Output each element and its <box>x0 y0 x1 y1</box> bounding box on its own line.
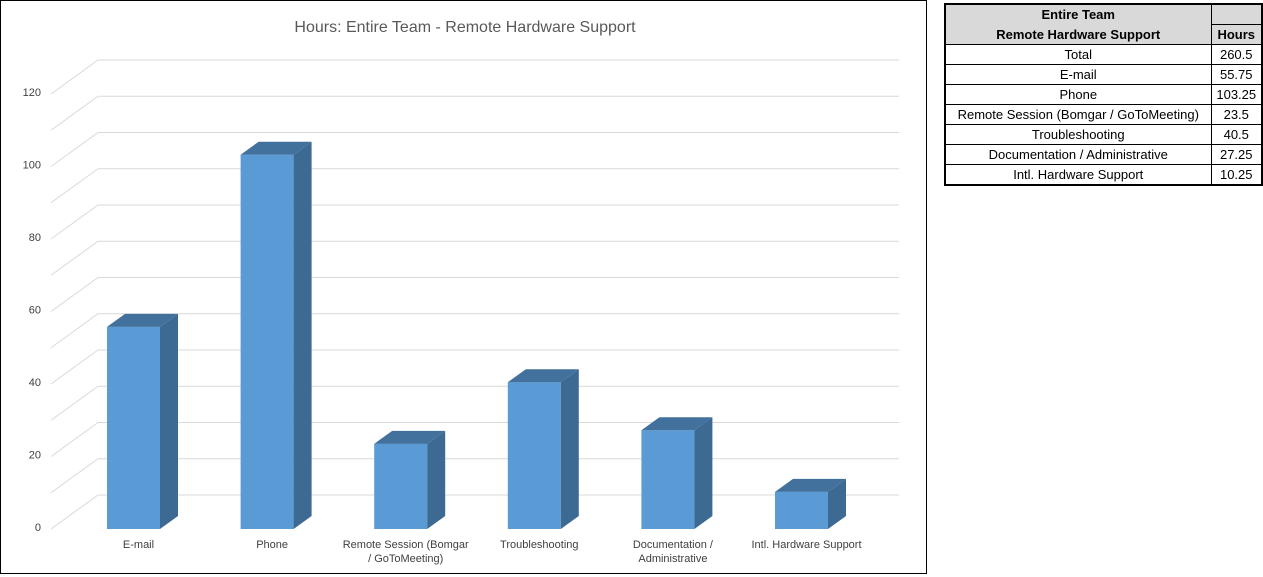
bar-front <box>641 430 695 529</box>
bar <box>107 313 178 529</box>
table-cell-label: Phone <box>944 84 1212 105</box>
table-header-category: Remote Hardware Support <box>944 24 1212 45</box>
bar-top <box>641 417 713 431</box>
y-tick-label: 100 <box>23 160 41 172</box>
table-cell-label: Documentation / Administrative <box>944 144 1212 165</box>
gridline-diagonal <box>50 168 99 204</box>
bar-front <box>107 326 160 529</box>
bar-side <box>828 478 846 529</box>
table-cell-label: Intl. Hardware Support <box>944 164 1212 186</box>
gridline-diagonal <box>50 385 99 421</box>
chart-frame: Hours: Entire Team - Remote Hardware Sup… <box>0 0 927 574</box>
bar-side <box>560 369 579 529</box>
category-label: Troubleshooting <box>500 539 578 551</box>
category-label: Intl. Hardware Support <box>751 539 861 551</box>
table-row: Remote Session (Bomgar / GoToMeeting) 23.… <box>944 104 1263 125</box>
bar <box>374 430 446 529</box>
gridline-diagonal <box>50 458 99 494</box>
gridline-diagonal <box>50 240 99 276</box>
bar <box>507 369 579 529</box>
y-tick-label: 40 <box>29 377 41 389</box>
table-cell-label: E-mail <box>944 64 1212 85</box>
table-header-hours: Hours <box>1210 24 1263 45</box>
bar-side <box>427 430 446 529</box>
table-cell-label: Remote Session (Bomgar / GoToMeeting) <box>944 104 1212 125</box>
y-tick-label: 120 <box>23 87 41 99</box>
bar-top <box>507 369 579 383</box>
gridline-diagonal <box>50 277 99 312</box>
table-cell-hours: 40.5 <box>1210 124 1263 145</box>
y-axis-ticks: 0 20 40 60 80 100 120 <box>23 87 41 534</box>
category-label: Remote Session (Bomgar / GoToMeeting) <box>343 539 469 565</box>
gridline-diagonal <box>50 95 99 131</box>
gridline-diagonal <box>50 59 99 95</box>
table-header-row-2: Remote Hardware Support Hours <box>944 24 1263 45</box>
table-header-row-1: Entire Team <box>944 3 1263 25</box>
category-label: E-mail <box>123 539 154 551</box>
gridline-diagonal <box>50 349 99 385</box>
bar-top <box>775 478 846 492</box>
table-row: Intl. Hardware Support 10.25 <box>944 164 1263 186</box>
table-cell-hours: 55.75 <box>1210 64 1263 85</box>
bar-front <box>374 443 428 529</box>
gridline-diagonal <box>50 494 99 530</box>
bar <box>641 417 713 529</box>
bar-chart: Hours: Entire Team - Remote Hardware Sup… <box>23 19 899 565</box>
table-row: Troubleshooting 40.5 <box>944 124 1263 145</box>
bar <box>775 478 846 529</box>
table-header-spacer <box>1210 3 1263 25</box>
table-cell-hours: 23.5 <box>1210 104 1263 125</box>
category-label: Documentation / Administrative <box>633 539 714 565</box>
table-cell-label: Total <box>944 44 1212 65</box>
y-tick-label: 60 <box>29 305 41 317</box>
category-label: Phone <box>256 539 288 551</box>
y-tick-label: 80 <box>29 232 41 244</box>
bar-side <box>160 313 178 529</box>
y-tick-label: 0 <box>35 522 41 534</box>
bar-side <box>694 417 713 529</box>
table-row: Documentation / Administrative 27.25 <box>944 144 1263 165</box>
table-cell-label: Troubleshooting <box>944 124 1212 145</box>
bar-side <box>293 141 312 529</box>
table-row: Total 260.5 <box>944 44 1263 65</box>
chart-title: Hours: Entire Team - Remote Hardware Sup… <box>294 19 636 36</box>
gridline-diagonal <box>50 132 99 167</box>
bar-top <box>107 313 178 327</box>
gridline-diagonal <box>50 313 99 349</box>
bar-front <box>507 382 561 529</box>
table-cell-hours: 27.25 <box>1210 144 1263 165</box>
bar <box>240 141 312 529</box>
summary-table: Entire Team Remote Hardware Support Hour… <box>944 3 1263 186</box>
table-header-team: Entire Team <box>944 3 1212 25</box>
x-axis-categories: E-mail Phone Remote Session (Bomgar / GoToM… <box>123 539 862 565</box>
table-cell-hours: 10.25 <box>1210 164 1263 186</box>
y-tick-label: 20 <box>29 450 41 462</box>
bar-top <box>240 141 312 155</box>
gridline-diagonal <box>50 422 99 457</box>
bars <box>107 141 846 529</box>
table-row: E-mail 55.75 <box>944 64 1263 85</box>
gridlines <box>50 59 899 530</box>
table-row: Phone 103.25 <box>944 84 1263 105</box>
bar-front <box>775 491 828 529</box>
table-cell-hours: 260.5 <box>1210 44 1263 65</box>
bar-top <box>374 430 446 444</box>
gridline-diagonal <box>50 204 99 240</box>
table-cell-hours: 103.25 <box>1210 84 1263 105</box>
bar-front <box>240 154 294 529</box>
